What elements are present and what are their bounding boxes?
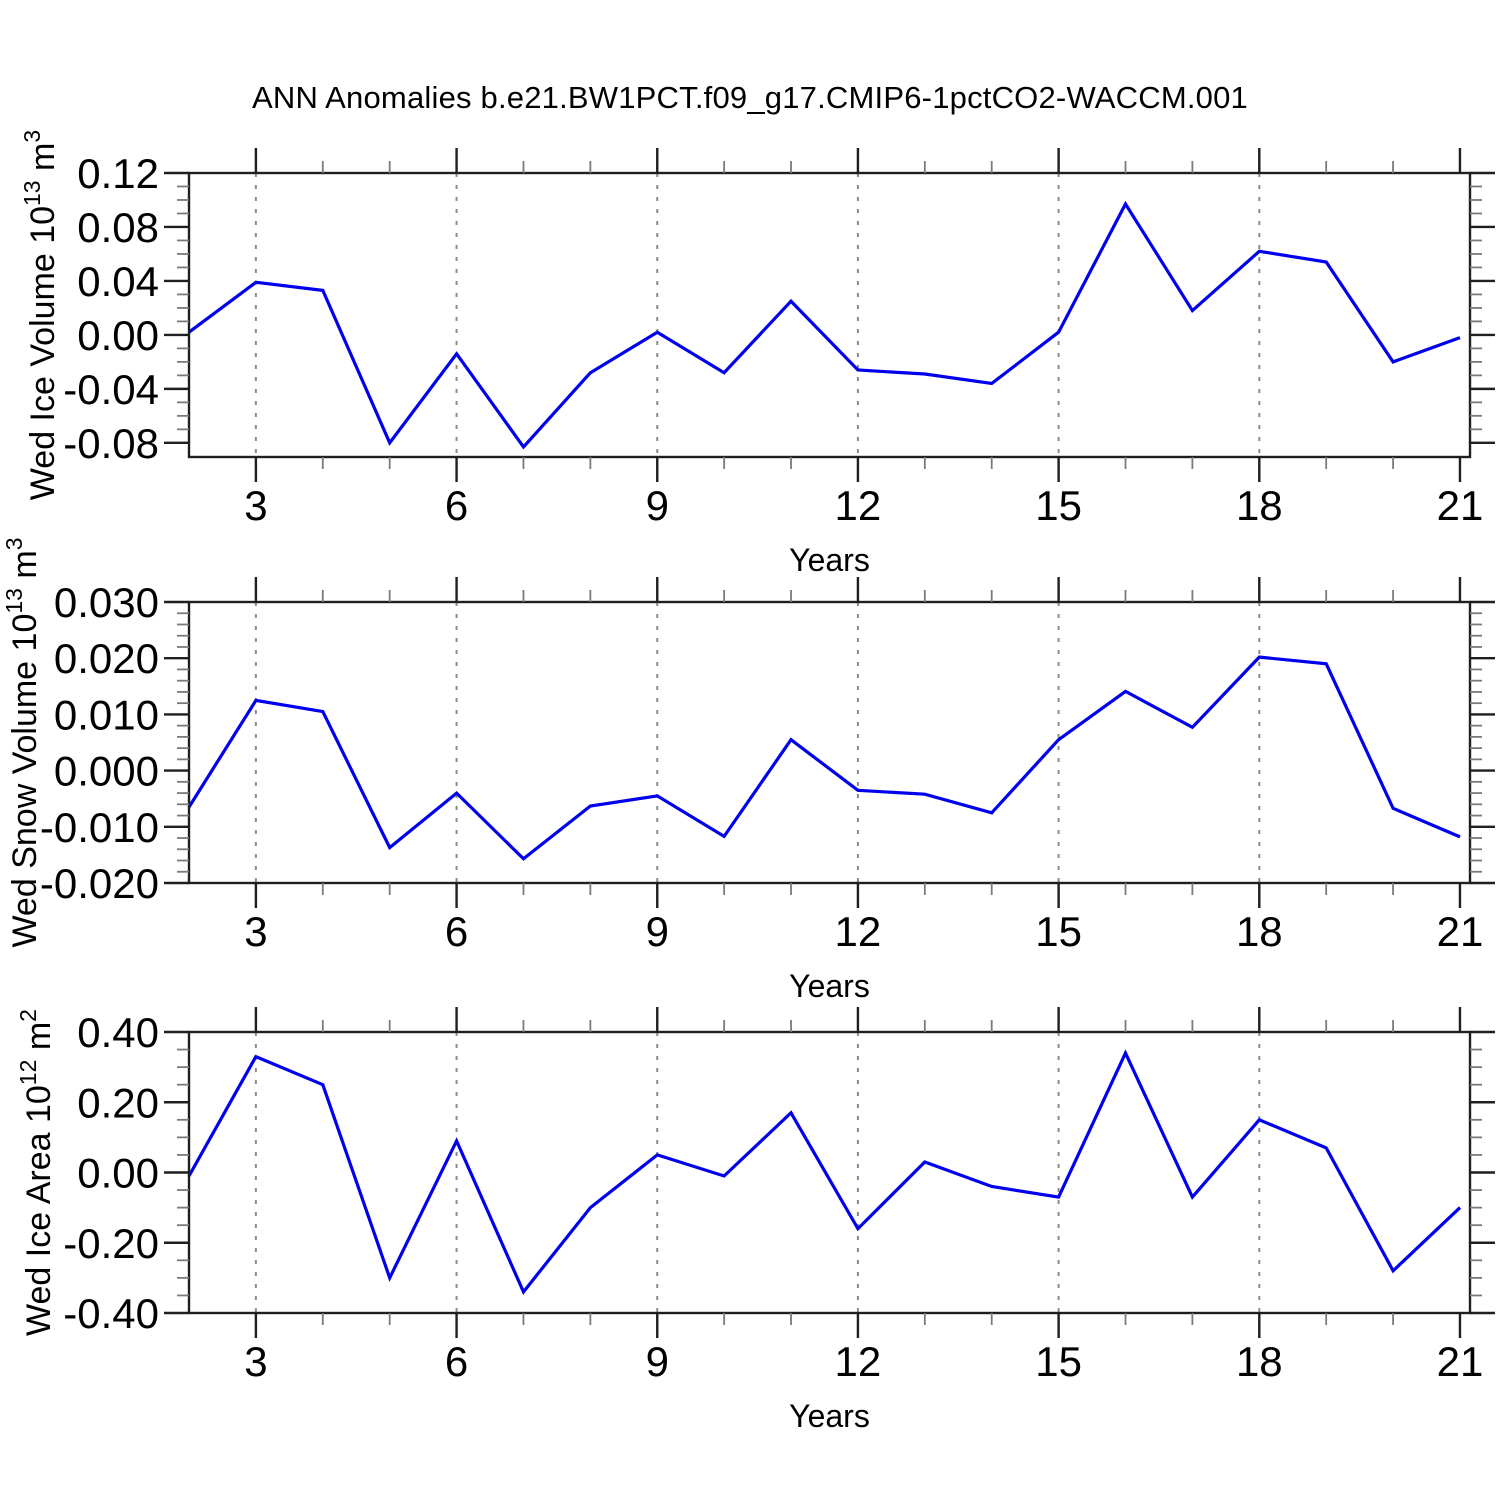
panel-wed-ice-volume: 3 6 9 12 15 18 21 -0.08 -0.04 0.00 0.04 0.08 0.12 Yea… bbox=[19, 130, 1495, 578]
x-axis-title: Years bbox=[789, 542, 870, 578]
x-tick-label: 12 bbox=[835, 482, 882, 529]
panel-frame bbox=[187, 1030, 1472, 1315]
y-axis-title: Wed Snow Volume 1013 m3 bbox=[1, 537, 44, 947]
x-tick-label: 9 bbox=[646, 482, 669, 529]
y-tick-label: -0.40 bbox=[63, 1290, 159, 1337]
x-tick-label: 9 bbox=[646, 908, 669, 955]
x-tick-label: 15 bbox=[1035, 908, 1082, 955]
y-tick-label: 0.020 bbox=[54, 635, 159, 682]
x-tick-label: 6 bbox=[445, 1338, 468, 1385]
wed-ice-area-series-line bbox=[187, 1049, 1462, 1295]
x-tick-label: 18 bbox=[1236, 482, 1283, 529]
x-tick-label: 18 bbox=[1236, 1338, 1283, 1385]
x-tick-label: 21 bbox=[1437, 482, 1484, 529]
y-tick-label: 0.12 bbox=[77, 150, 159, 197]
y-tick-label: 0.010 bbox=[54, 691, 159, 738]
x-tick-label: 21 bbox=[1437, 908, 1484, 955]
y-tick-label: 0.00 bbox=[77, 312, 159, 359]
x-tick-label: 12 bbox=[835, 1338, 882, 1385]
plot-title: ANN Anomalies b.e21.BW1PCT.f09_g17.CMIP6… bbox=[252, 80, 1248, 115]
x-tick-label: 9 bbox=[646, 1338, 669, 1385]
x-tick-label: 18 bbox=[1236, 908, 1283, 955]
y-tick-label: -0.010 bbox=[40, 804, 159, 851]
y-tick-label: 0.00 bbox=[77, 1150, 159, 1197]
x-tick-label: 12 bbox=[835, 908, 882, 955]
y-axis-title: Wed Ice Area 1012 m2 bbox=[15, 1009, 58, 1336]
y-tick-label: 0.000 bbox=[54, 748, 159, 795]
y-axis-title: Wed Ice Volume 1013 m3 bbox=[19, 130, 62, 500]
x-tick-label: 3 bbox=[244, 908, 267, 955]
y-tick-label: 0.030 bbox=[54, 579, 159, 626]
panel-wed-ice-area: 3 6 9 12 15 18 21 -0.40 -0.20 0.00 0.20 0.40 Years We… bbox=[15, 1007, 1495, 1434]
x-axis-title: Years bbox=[789, 968, 870, 1004]
x-tick-label: 15 bbox=[1035, 1338, 1082, 1385]
wed-snow-volume-series-line bbox=[187, 655, 1461, 861]
y-tick-label: -0.020 bbox=[40, 860, 159, 907]
x-axis-title: Years bbox=[789, 1398, 870, 1434]
x-tick-label: 21 bbox=[1437, 1338, 1484, 1385]
y-tick-label: 0.20 bbox=[77, 1079, 159, 1126]
x-tick-label: 6 bbox=[445, 908, 468, 955]
x-tick-label: 3 bbox=[244, 1338, 267, 1385]
x-tick-label: 6 bbox=[445, 482, 468, 529]
y-tick-label: -0.04 bbox=[63, 366, 159, 413]
y-tick-label: -0.20 bbox=[63, 1220, 159, 1267]
panel-frame bbox=[187, 600, 1472, 885]
x-tick-label: 15 bbox=[1035, 482, 1082, 529]
panel-wed-snow-volume: 3 6 9 12 15 18 21 -0.020 -0.010 0.000 0.010 0.020 0.… bbox=[1, 537, 1495, 1004]
wed-ice-volume-series-line bbox=[188, 200, 1461, 450]
y-tick-label: 0.40 bbox=[77, 1009, 159, 1056]
y-tick-label: -0.08 bbox=[63, 420, 159, 467]
y-tick-label: 0.04 bbox=[77, 258, 159, 305]
panel-frame bbox=[187, 171, 1472, 459]
y-tick-label: 0.08 bbox=[77, 204, 159, 251]
x-tick-label: 3 bbox=[244, 482, 267, 529]
